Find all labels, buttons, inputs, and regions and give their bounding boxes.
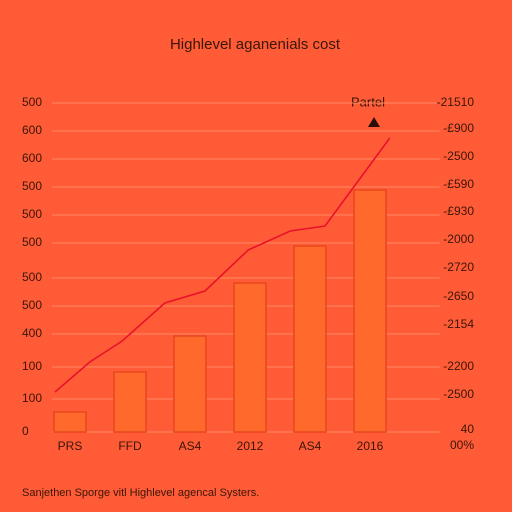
y2-tick-label: -2720 <box>443 260 474 274</box>
y2-tick-label: -21510 <box>437 95 475 109</box>
y-tick-label: 500 <box>22 207 42 221</box>
y2-tick-label: -2500 <box>443 149 474 163</box>
y2-tick-label: 00% <box>450 438 474 452</box>
y2-tick-label: -2650 <box>443 289 474 303</box>
x-tick-label: AS4 <box>179 439 202 453</box>
y-tick-label: 400 <box>22 326 42 340</box>
line <box>54 137 391 393</box>
y-tick-label: 0 <box>22 424 29 438</box>
y-tick-label: 500 <box>22 298 42 312</box>
y2-tick-label: -£590 <box>443 177 474 191</box>
bar <box>293 245 327 433</box>
y2-tick-label: -2200 <box>443 359 474 373</box>
y2-tick-label: 40 <box>461 422 475 436</box>
footnote: Sanjethen Sporge vitl Highlevel agencal … <box>22 487 259 499</box>
y2-tick-label: -£930 <box>443 204 474 218</box>
x-tick-label: PRS <box>58 439 83 453</box>
y-tick-label: 600 <box>22 151 42 165</box>
bar <box>233 282 267 433</box>
x-tick-label: 2012 <box>237 439 264 453</box>
bar <box>53 411 87 433</box>
y-tick-label: 500 <box>22 179 42 193</box>
y2-tick-label: -£900 <box>443 121 474 135</box>
bar <box>173 335 207 433</box>
x-tick-label: 2016 <box>357 439 384 453</box>
x-tick-label: AS4 <box>299 439 322 453</box>
y-tick-label: 100 <box>22 391 42 405</box>
annotation: Partel <box>351 94 385 109</box>
y2-tick-label: -2000 <box>443 232 474 246</box>
chart-title: Highlevel aganenials cost <box>170 36 341 53</box>
x-tick-label: FFD <box>118 439 142 453</box>
bar <box>113 371 147 433</box>
y2-tick-label: -2154 <box>443 317 474 331</box>
y-tick-label: 500 <box>22 270 42 284</box>
y-tick-label: 100 <box>22 359 42 373</box>
y-tick-label: 500 <box>22 235 42 249</box>
y-tick-label: 500 <box>22 95 42 109</box>
bar <box>353 189 387 433</box>
y2-tick-label: -2500 <box>443 387 474 401</box>
annotation-arrow <box>368 117 380 127</box>
y-tick-label: 600 <box>22 123 42 137</box>
